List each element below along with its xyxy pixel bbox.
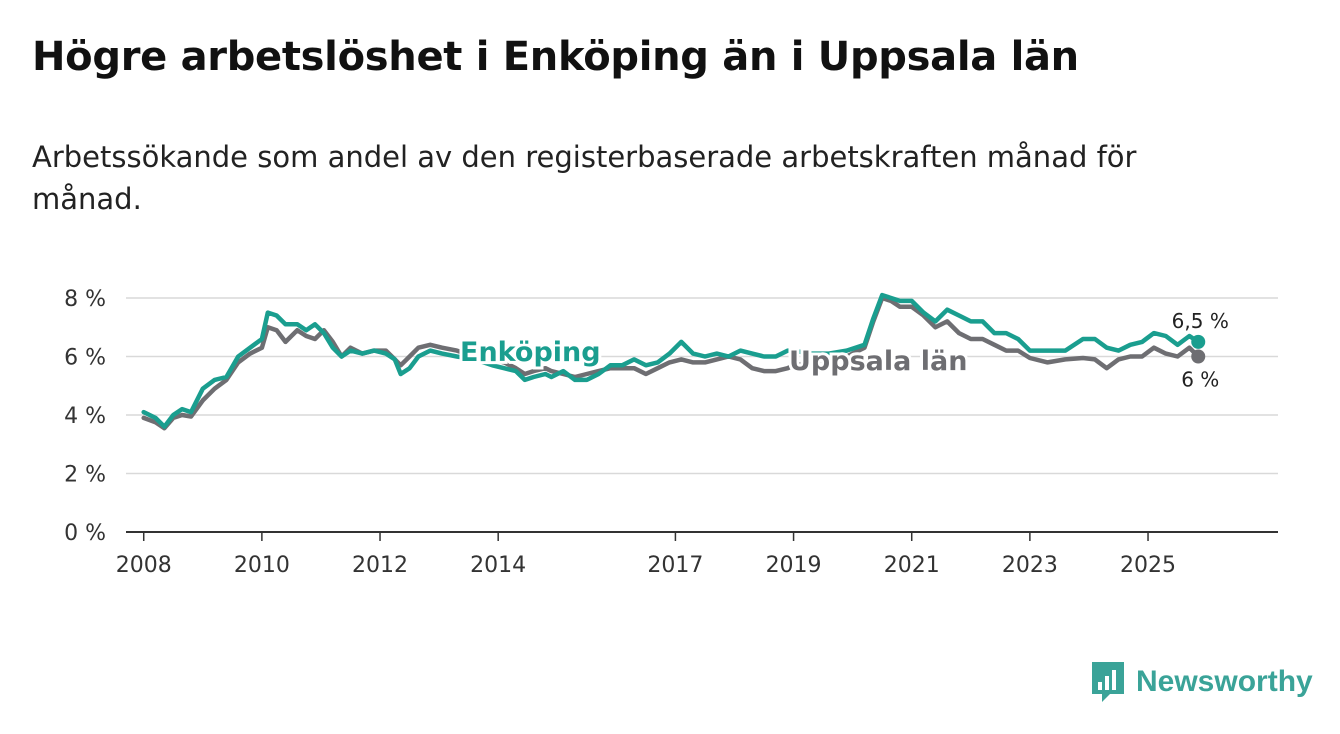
x-tick-label: 2023 <box>1002 553 1058 578</box>
series-line-enkoping <box>141 292 1201 429</box>
chart-title: Högre arbetslöshet i Enköping än i Uppsa… <box>32 34 1079 80</box>
newsworthy-logo: Newsworthy <box>1090 660 1313 704</box>
x-tick-label: 2017 <box>647 553 703 578</box>
y-tick-label: 0 % <box>64 521 106 546</box>
y-tick-label: 8 % <box>64 287 106 312</box>
x-tick-label: 2025 <box>1120 553 1176 578</box>
end-point-enkoping <box>1191 334 1206 349</box>
series-labels: Enköping Uppsala län <box>457 334 970 380</box>
series-lines <box>141 292 1201 431</box>
line-chart: 0 % 2 % 4 % 6 % 8 % 2008 2010 2012 2014 2017 2019… <box>64 287 1278 578</box>
end-value-label-enkoping: 6,5 % <box>1172 309 1229 333</box>
y-tick-label: 6 % <box>64 346 106 371</box>
y-axis-ticks: 0 % 2 % 4 % 6 % 8 % <box>64 287 106 546</box>
series-label-uppsala: Uppsala län <box>789 346 967 377</box>
series-line-uppsala <box>141 295 1201 431</box>
end-point-uppsala <box>1191 349 1206 364</box>
x-tick-label: 2014 <box>470 553 526 578</box>
chart-subtitle: Arbetssökande som andel av den registerb… <box>32 140 1137 216</box>
x-tick-label: 2021 <box>884 553 940 578</box>
end-value-markers: 6 % 6,5 % <box>1172 309 1229 392</box>
brand-name: Newsworthy <box>1136 665 1313 698</box>
y-tick-label: 2 % <box>64 463 106 488</box>
x-tick-label: 2008 <box>116 553 172 578</box>
series-label-enkoping: Enköping <box>460 337 601 368</box>
y-tick-label: 4 % <box>64 404 106 429</box>
bar-chart-logo-icon <box>1092 662 1124 702</box>
x-tick-label: 2019 <box>766 553 822 578</box>
end-value-label-uppsala: 6 % <box>1181 368 1219 392</box>
x-tick-label: 2010 <box>234 553 290 578</box>
x-tick-label: 2012 <box>352 553 408 578</box>
x-axis-ticks: 2008 2010 2012 2014 2017 2019 2021 2023 2025 <box>116 532 1176 578</box>
